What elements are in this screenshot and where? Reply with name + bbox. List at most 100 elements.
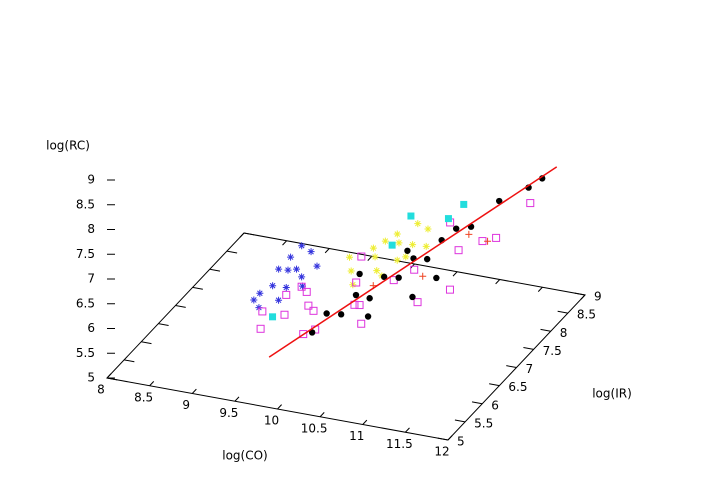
y-tick — [557, 310, 568, 314]
x-tick-mirror — [495, 279, 501, 285]
x-tick — [277, 404, 282, 410]
x-tick-mirror — [537, 286, 543, 292]
circle-point — [323, 310, 330, 317]
y-tick — [523, 347, 534, 350]
star-point — [298, 282, 306, 290]
x-tick-mirror — [282, 240, 287, 246]
star-point — [395, 239, 403, 247]
y-tick-mirror — [124, 359, 135, 363]
square-point — [309, 306, 318, 315]
z-axis-label: log(RC) — [46, 139, 90, 153]
y-tick-mirror — [226, 250, 238, 254]
z-tick-label: 6 — [87, 321, 95, 335]
y-tick — [454, 419, 466, 423]
star-point — [307, 248, 315, 256]
square-point — [492, 233, 501, 242]
square-point — [454, 246, 463, 255]
star-point — [402, 253, 410, 261]
square-point — [280, 310, 289, 319]
y-tick — [437, 437, 449, 441]
circle-point — [395, 274, 402, 281]
square-point — [357, 319, 366, 328]
circle-point — [352, 291, 360, 299]
x-tick-label: 11.5 — [386, 437, 413, 451]
x-tick — [234, 396, 240, 402]
circle-point — [366, 295, 373, 302]
y-tick-label: 7 — [526, 362, 534, 376]
circle-point — [364, 313, 372, 320]
star-point — [369, 244, 377, 252]
x-tick — [106, 373, 112, 379]
x-tick-mirror — [452, 271, 458, 277]
circle-point — [404, 247, 411, 254]
star-point — [346, 253, 353, 261]
z-tick-label: 7.5 — [76, 247, 95, 261]
x-tick-label: 9 — [182, 398, 190, 412]
circle-point — [356, 270, 363, 278]
star-point — [393, 230, 401, 238]
star-point — [381, 237, 389, 245]
y-tick-mirror — [141, 341, 152, 345]
y-tick-label: 6.5 — [508, 380, 527, 394]
x-tick — [149, 381, 155, 387]
y-tick-label: 8 — [560, 326, 568, 340]
square-point — [413, 298, 422, 307]
circle-point — [496, 197, 503, 205]
y-tick-mirror — [158, 323, 169, 326]
filled-square-point — [460, 200, 468, 208]
star-point — [250, 296, 258, 304]
circle-point — [380, 273, 388, 281]
y-tick — [471, 401, 483, 405]
plus-point — [419, 272, 427, 280]
x-tick-label: 8 — [97, 383, 105, 397]
x-tick-mirror — [367, 255, 373, 261]
y-tick-label: 5 — [457, 435, 465, 449]
plus-point — [484, 237, 492, 245]
x-tick-label: 10.5 — [301, 421, 328, 435]
star-point — [371, 253, 379, 261]
square-point — [526, 199, 535, 208]
y-tick-mirror — [175, 305, 186, 308]
z-tick-label: 5 — [87, 371, 95, 385]
y-tick-mirror — [209, 268, 221, 272]
star-point — [393, 256, 401, 264]
square-point — [299, 330, 308, 339]
y-tick — [489, 383, 500, 387]
square-point — [302, 287, 311, 296]
circle-point — [337, 311, 345, 318]
star-point — [269, 282, 277, 290]
square-point — [410, 265, 419, 274]
circle-point — [409, 293, 416, 301]
x-tick-mirror — [239, 232, 245, 238]
fit-line — [268, 166, 558, 358]
square-point — [355, 301, 364, 310]
x-tick-mirror — [580, 294, 586, 300]
square-point — [258, 307, 267, 316]
x-tick — [447, 435, 453, 441]
star-point — [424, 225, 432, 233]
plus-point — [465, 230, 473, 238]
square-point — [256, 324, 265, 333]
x-tick-mirror — [324, 248, 330, 254]
y-axis-label: log(IR) — [592, 387, 632, 401]
star-point — [287, 253, 295, 261]
filled-square-point — [444, 215, 452, 223]
star-point — [293, 265, 301, 273]
filled-square-point — [388, 241, 396, 249]
star-point — [284, 266, 292, 274]
star-point — [275, 296, 283, 304]
star-point — [298, 242, 306, 250]
y-tick — [540, 328, 551, 332]
filled-square-point — [269, 313, 277, 321]
x-axis-label: log(CO) — [222, 449, 267, 463]
y-tick-label: 5.5 — [474, 416, 493, 430]
y-tick — [574, 292, 586, 296]
star-point — [373, 267, 381, 275]
star-point — [298, 273, 306, 281]
x-tick-label: 12 — [434, 445, 449, 459]
z-tick-label: 5.5 — [76, 346, 95, 360]
star-point — [347, 267, 355, 275]
y-tick-mirror — [243, 232, 255, 236]
filled-square-point — [407, 212, 415, 220]
x-tick — [362, 419, 368, 425]
